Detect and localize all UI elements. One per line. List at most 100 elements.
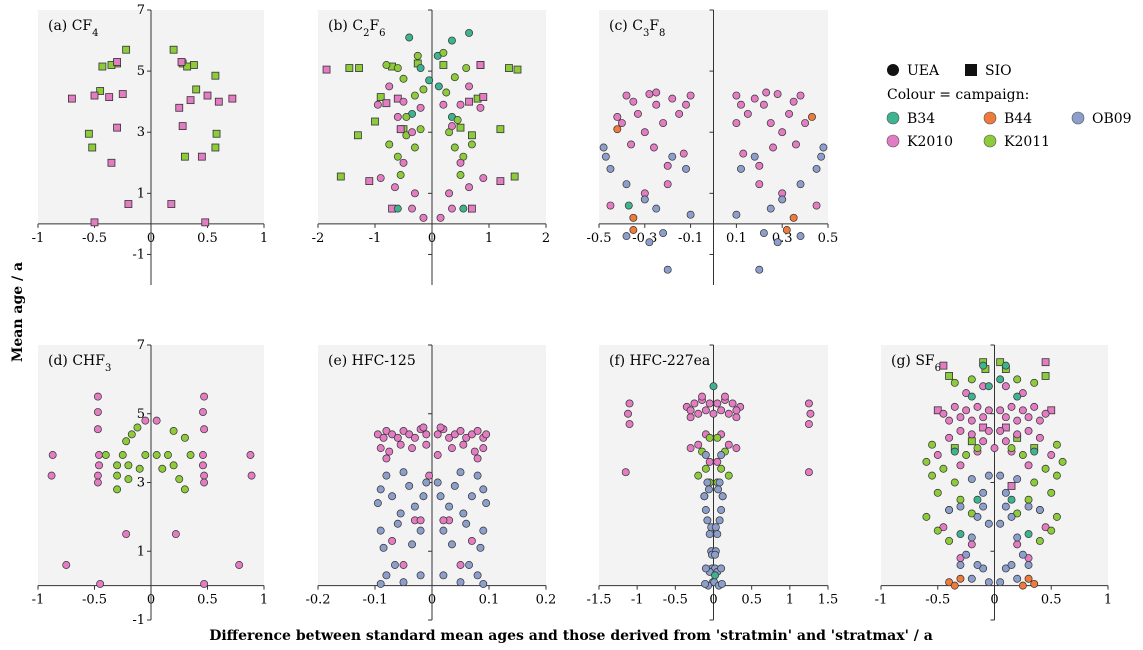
data-point-circle-k2010: [801, 119, 810, 128]
data-point-circle-ob09: [379, 543, 388, 552]
data-point-circle-k2010: [732, 406, 741, 415]
data-point-circle-k2010: [93, 408, 102, 416]
data-point-circle-k2010: [690, 399, 699, 408]
data-point-circle-k2011: [113, 461, 122, 470]
data-point-circle-ob09: [467, 492, 476, 501]
data-point-circle-b34: [1001, 361, 1010, 370]
data-point-circle-ob09: [373, 499, 382, 508]
data-point-square-k2010: [228, 94, 237, 103]
data-point-circle-ob09: [717, 451, 726, 459]
data-point-circle-b44: [613, 125, 622, 134]
data-point-circle-k2010: [399, 158, 408, 167]
data-point-circle-k2011: [419, 85, 428, 94]
data-point-circle-k2011: [1018, 451, 1027, 459]
data-point-circle-k2010: [399, 97, 408, 106]
data-point-circle-k2010: [679, 149, 688, 158]
data-point-circle-ob09: [778, 195, 787, 204]
data-point-circle-k2010: [762, 88, 771, 97]
data-point-circle-ob09: [812, 164, 821, 173]
data-point-circle-k2011: [694, 471, 703, 480]
data-point-circle-ob09: [973, 561, 982, 569]
data-point-circle-ob09: [405, 481, 414, 490]
data-point-circle-k2010: [416, 516, 425, 525]
data-point-circle-ob09: [410, 502, 419, 511]
data-point-circle-ob09: [376, 579, 385, 588]
data-point-circle-b34: [434, 82, 443, 91]
data-point-circle-k2011: [393, 64, 402, 73]
data-point-circle-ob09: [396, 509, 405, 518]
data-point-circle-k2010: [1013, 430, 1022, 439]
panel-c: -0.5 -0.3 -0.1 0.1 0.3 0.5(c) C3F8: [586, 9, 838, 285]
data-point-circle-k2011: [462, 64, 471, 73]
data-point-circle-k2010: [410, 433, 419, 442]
data-point-circle-ob09: [416, 526, 425, 535]
data-point-circle-k2010: [376, 174, 385, 183]
data-point-circle-ob09: [796, 232, 805, 241]
data-point-circle-k2011: [152, 451, 161, 459]
panel-title: (d) CHF3: [48, 353, 111, 374]
data-point-circle-ob09: [686, 210, 695, 219]
data-point-circle-ob09: [701, 506, 710, 514]
data-point-circle-ob09: [967, 574, 976, 583]
data-point-circle-ob09: [391, 561, 399, 569]
data-point-circle-k2010: [95, 451, 103, 459]
data-point-circle-k2010: [698, 392, 707, 401]
data-point-circle-k2011: [1007, 444, 1016, 453]
data-point-circle-k2010: [939, 523, 948, 532]
data-point-circle-k2011: [450, 143, 459, 152]
data-point-square-k2010: [1007, 482, 1016, 490]
data-point-circle-k2010: [382, 454, 391, 463]
data-point-circle-k2010: [1041, 409, 1050, 418]
data-point-circle-k2010: [445, 433, 454, 442]
data-point-circle-ob09: [682, 164, 690, 173]
panel-a: -1 1 3 5 7 -1 -0.5 0 0.5 1 (a) CF4: [32, 3, 268, 285]
data-point-square-k2010: [979, 423, 988, 432]
data-point-circle-ob09: [766, 204, 775, 213]
x-tick-label: 0: [428, 593, 436, 608]
data-point-circle-k2010: [1013, 540, 1022, 549]
data-point-circle-k2010: [1001, 437, 1010, 446]
data-point-circle-k2011: [967, 509, 976, 518]
data-point-circle-k2011: [1047, 526, 1056, 535]
data-point-circle-k2010: [812, 201, 821, 210]
x-tick-label: 0: [709, 593, 717, 608]
data-point-circle-k2010: [482, 430, 491, 439]
data-point-circle-k2010: [650, 143, 658, 152]
data-point-circle-ob09: [1018, 550, 1027, 559]
data-point-square-k2010: [90, 91, 99, 100]
data-point-circle-b44: [629, 213, 638, 222]
data-point-square-k2011: [211, 71, 220, 80]
data-point-circle-k2010: [686, 91, 695, 100]
data-point-circle-k2010: [950, 402, 959, 411]
data-point-circle-k2011: [717, 464, 726, 473]
data-point-circle-k2010: [479, 174, 488, 183]
legend-campaign-label: OB09: [1092, 111, 1132, 127]
x-tick-label: 1: [485, 231, 493, 246]
data-point-circle-ob09: [645, 238, 654, 247]
data-point-circle-k2011: [1052, 512, 1061, 521]
data-point-square-k2011: [376, 93, 385, 101]
data-point-circle-ob09: [479, 526, 488, 535]
data-point-square-k2010: [476, 61, 485, 69]
data-point-circle-k2010: [408, 128, 416, 137]
data-point-circle-k2011: [385, 140, 394, 149]
data-point-circle-b34: [950, 447, 959, 456]
data-point-circle-k2011: [1030, 378, 1039, 387]
data-point-circle-k2010: [433, 451, 442, 459]
data-point-circle-k2010: [399, 561, 408, 569]
data-point-circle-k2010: [721, 392, 729, 401]
data-point-square-k2011: [98, 62, 107, 71]
data-point-circle-k2011: [453, 116, 462, 124]
data-point-circle-k2010: [247, 471, 256, 480]
data-point-circle-ob09: [996, 471, 1005, 480]
data-point-circle-ob09: [1001, 502, 1010, 511]
data-point-circle-b34: [448, 36, 456, 45]
data-point-square-k2010: [1001, 423, 1010, 432]
data-point-circle-k2011: [922, 512, 931, 521]
data-point-circle-k2010: [246, 451, 255, 459]
data-point-circle-b34: [459, 204, 468, 213]
data-point-circle-k2011: [393, 152, 402, 161]
x-tick-label: 0: [147, 231, 155, 246]
data-point-circle-ob09: [1035, 506, 1044, 514]
data-point-circle-k2010: [967, 540, 976, 549]
